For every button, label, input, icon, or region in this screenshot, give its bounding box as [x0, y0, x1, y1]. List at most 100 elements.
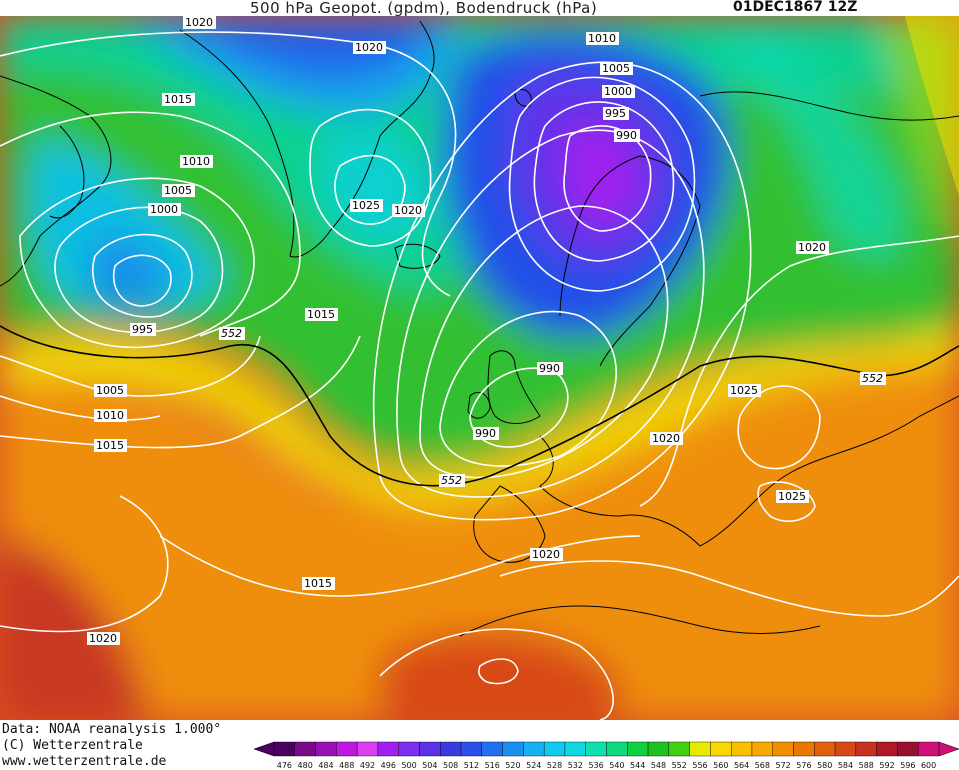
colorbar-arrow-left: [254, 741, 275, 757]
colorbar-swatch: [606, 741, 628, 757]
europe-coast: [539, 395, 959, 547]
isobar-label: 1020: [87, 632, 120, 645]
isobar-1005-west: [54, 206, 224, 334]
colorbar-tick-label: 580: [817, 761, 832, 770]
colorbar-swatch: [502, 741, 524, 757]
isobar-label: 990: [537, 362, 563, 375]
isobar-1010-south: [0, 395, 161, 421]
colorbar-tick-label: 508: [443, 761, 458, 770]
svg-text:1020: 1020: [798, 241, 826, 254]
colorbar-swatch: [294, 741, 316, 757]
isobar-995-west: [113, 254, 172, 307]
svg-text:995: 995: [605, 107, 626, 120]
svg-text:1020: 1020: [185, 16, 213, 29]
colorbar-arrow-right: [938, 741, 959, 757]
colorbar-tick-label: 476: [277, 761, 292, 770]
svg-text:1010: 1010: [182, 155, 210, 168]
svg-text:1020: 1020: [394, 204, 422, 217]
colorbar-tick-label: 532: [568, 761, 583, 770]
isobar-label: 1015: [302, 577, 335, 590]
svalbard-coast: [514, 89, 532, 107]
colorbar-swatch: [356, 741, 379, 757]
colorbar-tick-label: 556: [692, 761, 707, 770]
colorbar-swatch: [377, 741, 399, 757]
colorbar-tick-label: 548: [651, 761, 666, 770]
colorbar-swatch: [543, 741, 566, 757]
svg-text:1015: 1015: [307, 308, 335, 321]
colorbar-swatch: [814, 741, 836, 757]
colorbar-tick-label: 500: [401, 761, 416, 770]
isobar-1015-atlantic: [159, 535, 641, 597]
colorbar-swatch: [751, 741, 773, 757]
isobar-1000-north: [508, 76, 696, 292]
map-header: 500 hPa Geopot. (gpdm), Bodendruck (hPa)…: [0, 0, 959, 17]
svg-text:1005: 1005: [96, 384, 124, 397]
isobar-1020-atlantic: [0, 495, 169, 633]
svg-text:1020: 1020: [652, 432, 680, 445]
isobar-label: 1020: [796, 241, 829, 254]
colorbar-tick-label: 544: [630, 761, 645, 770]
svg-text:1020: 1020: [89, 632, 117, 645]
isobar-1010-west: [19, 177, 255, 349]
colorbar-tick-label: 524: [526, 761, 541, 770]
isobar-1015-west: [0, 111, 301, 337]
colorbar-tick-label: 576: [796, 761, 811, 770]
colorbar-swatch: [793, 741, 815, 757]
svg-text:995: 995: [132, 323, 153, 336]
isobar-995-low: [439, 310, 617, 467]
colorbar-swatch: [710, 741, 732, 757]
colorbar-tick-label: 488: [339, 761, 354, 770]
svg-text:990: 990: [475, 427, 496, 440]
isobar-1005-low: [396, 129, 705, 498]
isobar-label: 995: [603, 107, 629, 120]
svg-text:1025: 1025: [778, 490, 806, 503]
colorbar-tick-label: 528: [547, 761, 562, 770]
isobar-label: 1000: [602, 85, 635, 98]
colorbar-tick-label: 592: [879, 761, 894, 770]
colorbar-swatch: [336, 741, 358, 757]
isobar-label: 1025: [728, 384, 761, 397]
height-label: 552: [860, 372, 886, 385]
colorbar-swatch: [918, 741, 940, 757]
colorbar-tick-label: 484: [318, 761, 333, 770]
isobar-label: 1010: [94, 409, 127, 422]
svg-text:1015: 1015: [96, 439, 124, 452]
isobar-1005-south: [0, 335, 261, 397]
hudson-bay-coast: [49, 125, 85, 219]
isobar-1015-south: [0, 335, 361, 449]
colorbar-tick-label: 596: [900, 761, 915, 770]
data-source-text: Data: NOAA reanalysis 1.000°: [2, 722, 222, 737]
colorbar-swatch: [315, 741, 337, 757]
svg-text:552: 552: [221, 327, 242, 340]
isobar-label: 1005: [162, 184, 195, 197]
svg-text:1005: 1005: [164, 184, 192, 197]
svg-text:1000: 1000: [604, 85, 632, 98]
colorbar-swatch: [419, 741, 441, 757]
iceland-coast: [394, 243, 441, 269]
colorbar-tick-label: 552: [672, 761, 687, 770]
colorbar-swatch: [481, 741, 503, 757]
website-text: www.wetterzentrale.de: [2, 754, 167, 769]
isobar-1000-west: [91, 233, 193, 318]
isobar-label: 1015: [94, 439, 127, 452]
colorbar-swatch: [647, 741, 670, 757]
svg-text:990: 990: [616, 129, 637, 142]
map-title: 500 hPa Geopot. (gpdm), Bodendruck (hPa): [250, 0, 598, 17]
isobar-label: 1010: [586, 32, 619, 45]
africa-coast: [459, 605, 821, 637]
colorbar-swatch: [834, 741, 857, 757]
colorbar-tick-label: 564: [734, 761, 749, 770]
colorbar-swatch: [897, 741, 919, 757]
colorbar-tick-label: 600: [921, 761, 936, 770]
isobar-label: 990: [473, 427, 499, 440]
svg-text:1020: 1020: [355, 41, 383, 54]
isobar-label: 1010: [180, 155, 213, 168]
height-label: 552: [219, 327, 245, 340]
isobar-1025-africa: [478, 658, 519, 685]
geopotential-field: [0, 16, 959, 720]
svg-text:1000: 1000: [150, 203, 178, 216]
colorbar-tick-label: 568: [755, 761, 770, 770]
colorbar-swatch: [460, 741, 483, 757]
colorbar-swatch: [398, 741, 420, 757]
svg-text:1005: 1005: [602, 62, 630, 75]
